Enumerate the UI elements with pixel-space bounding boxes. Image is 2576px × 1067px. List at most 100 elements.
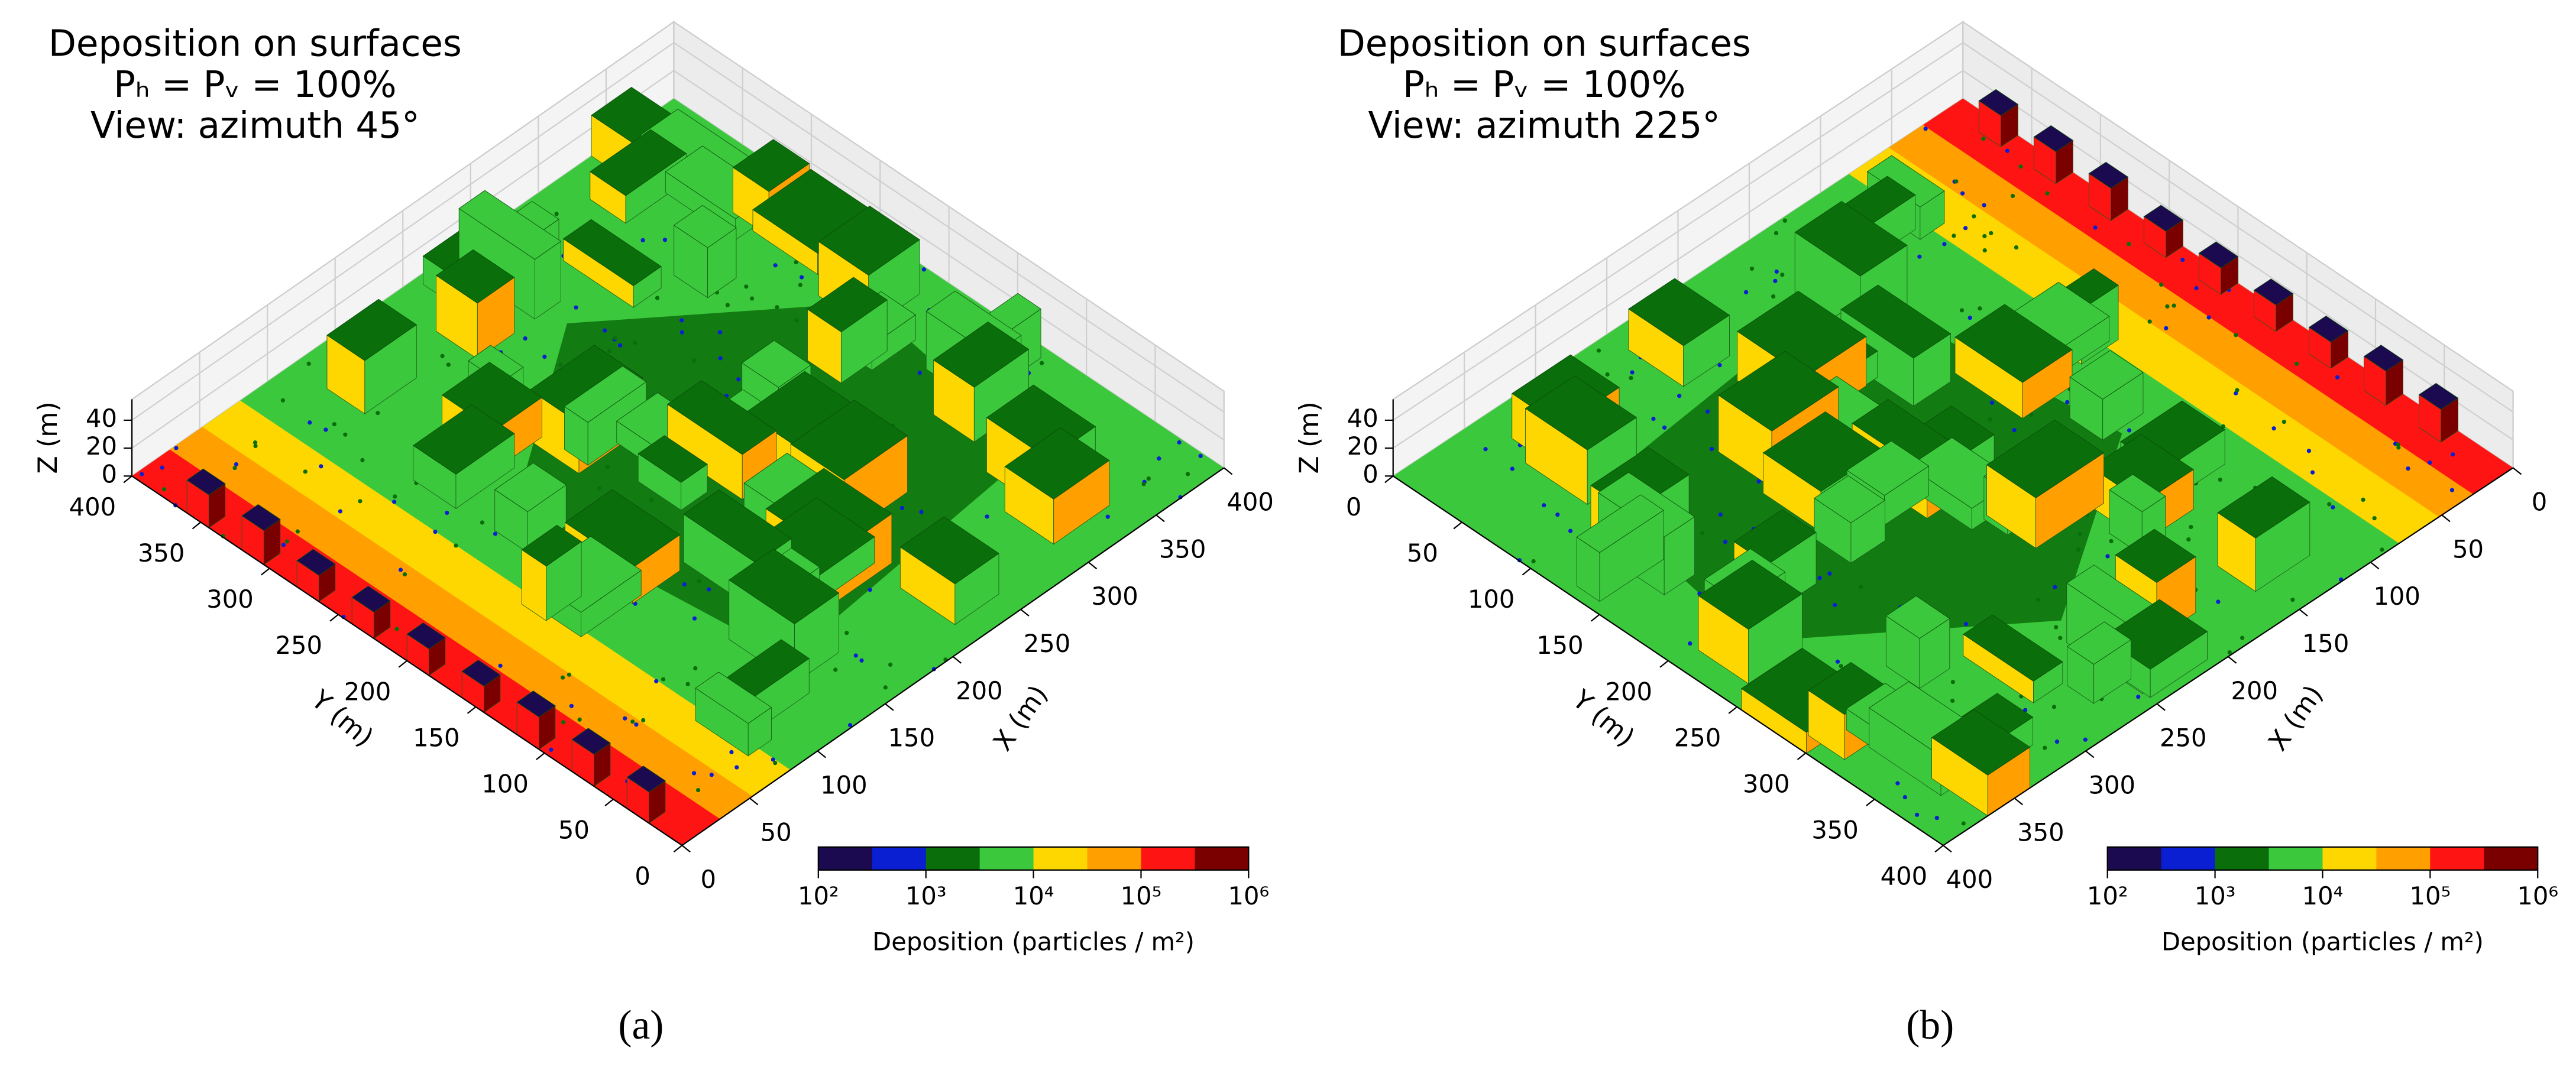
floor-speck: [859, 658, 864, 663]
y-tick: [536, 753, 545, 760]
floor-speck: [234, 462, 239, 467]
floor-speck: [1605, 372, 1610, 377]
floor-speck: [1743, 290, 1749, 294]
floor-speck: [613, 335, 617, 340]
floor-speck: [1982, 233, 1987, 239]
floor-speck: [623, 716, 627, 721]
floor-speck: [2014, 245, 2019, 250]
building-roof: [1963, 614, 2063, 682]
building-roof: [695, 672, 772, 724]
x-tick: [817, 750, 826, 758]
building-roof: [1840, 284, 1952, 359]
floor-speck: [2136, 695, 2141, 699]
floor-speck: [736, 377, 741, 382]
chart-title: View: azimuth 225°: [1368, 105, 1720, 147]
building-roof: [790, 399, 908, 481]
building-roof: [241, 504, 281, 531]
building-roof: [2109, 474, 2166, 513]
floor-speck: [2043, 745, 2047, 750]
floor-speck: [2361, 497, 2365, 502]
floor-speck: [2449, 488, 2455, 492]
floor-speck: [2295, 361, 2299, 366]
building-roof: [1794, 200, 1908, 277]
y-tick: [192, 521, 202, 530]
floor-speck: [338, 509, 343, 514]
floor-speck: [2029, 412, 2034, 417]
floor-speck: [2406, 466, 2410, 471]
y-tick: [1522, 567, 1531, 576]
floor-speck: [391, 500, 397, 504]
colorbar-tick-label: 10⁶: [2517, 881, 2558, 910]
floor-speck: [360, 458, 365, 463]
building-roof: [571, 728, 611, 755]
floor-speck: [2234, 333, 2238, 338]
colorbar-tick-label: 10⁴: [2302, 881, 2344, 910]
building-roof: [1808, 661, 1888, 715]
floor-speck: [1978, 306, 1982, 311]
floor-speck: [1688, 641, 1692, 646]
floor-speck: [2035, 597, 2041, 602]
x-tick: [1088, 562, 1098, 570]
floor-speck: [280, 398, 285, 403]
floor-speck: [308, 420, 312, 425]
floor-speck: [232, 465, 237, 471]
floor-speck: [523, 336, 528, 341]
floor-speck: [1774, 269, 1779, 274]
y-tick: [261, 567, 270, 576]
floor-speck: [1988, 417, 1992, 421]
floor-speck: [1630, 370, 1635, 375]
grid-line: [131, 42, 675, 421]
floor-speck: [2054, 625, 2059, 630]
floor-speck: [1718, 512, 1723, 517]
building-roof: [1718, 351, 1839, 432]
z-tick-label: 20: [86, 432, 117, 460]
floor-speck: [1923, 127, 1928, 131]
y-tick-label: 150: [1536, 631, 1583, 660]
building-roof: [1698, 559, 1803, 630]
x-tick-label: 200: [956, 676, 1002, 705]
floor-speck: [549, 747, 554, 752]
floor-speck: [1706, 409, 1710, 414]
floor-speck: [554, 212, 559, 216]
building-roof: [1814, 475, 1886, 523]
building-roof: [2308, 316, 2349, 343]
building-roof: [741, 340, 811, 388]
floor-speck: [1651, 416, 1656, 421]
grid-line: [673, 70, 1225, 441]
y-tick-label: 400: [1881, 862, 1927, 891]
floor-speck: [2281, 420, 2286, 424]
y-tick-label: 100: [1468, 585, 1514, 614]
panel: 0501001502002503003504000501001502002503…: [33, 20, 1274, 1048]
floor-speck: [2180, 257, 2185, 262]
grid-line: [1962, 42, 2514, 413]
floor-speck: [1942, 242, 1947, 247]
x-tick-label: 200: [2231, 676, 2277, 705]
floor-speck: [1717, 363, 1722, 368]
floor-speck: [2428, 460, 2432, 465]
floor-speck: [253, 443, 258, 449]
floor-speck: [454, 543, 458, 548]
building-roof: [186, 468, 226, 495]
floor-speck: [773, 263, 778, 268]
colorbar-tick-label: 10⁴: [1013, 881, 1054, 910]
floor-speck: [692, 358, 697, 363]
x-tick-label: 400: [1946, 865, 1993, 894]
floor-speck: [2216, 599, 2221, 604]
building-roof: [2066, 621, 2132, 665]
floor-speck: [2165, 304, 2170, 309]
floor-speck: [2077, 531, 2082, 536]
floor-speck: [691, 771, 697, 776]
floor-speck: [445, 510, 449, 515]
x-tick-label: 250: [1024, 629, 1070, 658]
floor-speck: [1177, 440, 1182, 445]
floor-speck: [679, 330, 684, 335]
floor-speck: [1780, 273, 1785, 277]
floor-speck: [1989, 231, 1994, 235]
floor-zone: [1923, 98, 2513, 495]
building-roof: [2115, 528, 2196, 583]
floor-speck: [1771, 294, 1776, 299]
floor-speck: [2189, 524, 2193, 530]
colorbar-segment: [2484, 847, 2539, 870]
floor-speck: [919, 510, 924, 514]
building-roof: [1954, 304, 2073, 383]
